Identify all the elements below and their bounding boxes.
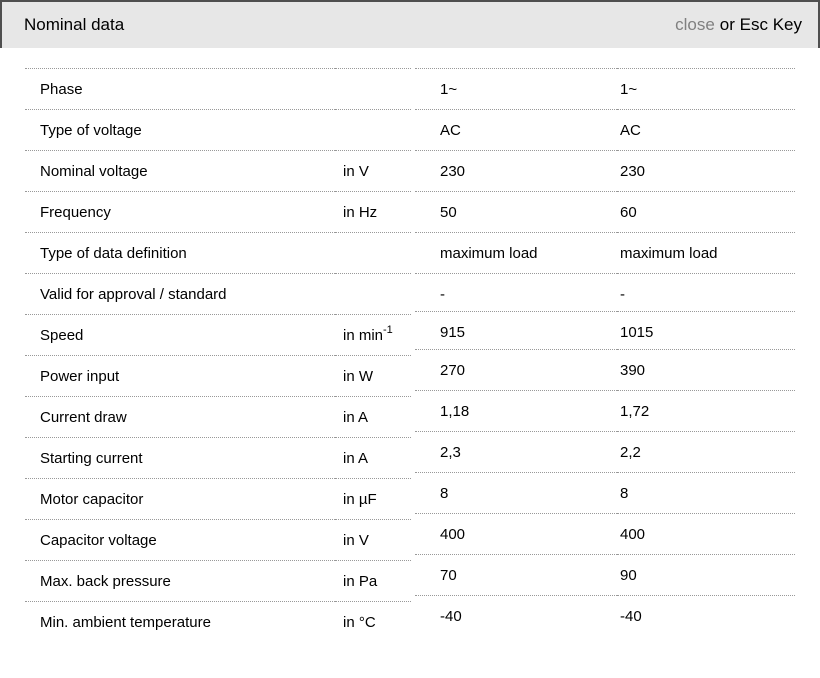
row-value-2: 1,72 — [617, 390, 795, 431]
row-unit: in Hz — [335, 191, 411, 232]
row-value-2: 60 — [617, 191, 795, 232]
table-row: Type of data definition maximum load max… — [25, 232, 795, 273]
row-value-2: 1015 — [617, 311, 795, 352]
table-row: Starting current in A 2,3 2,2 — [25, 431, 795, 478]
row-label: Valid for approval / standard — [25, 273, 335, 314]
row-value-2: 1~ — [617, 68, 795, 109]
unit-text: in Pa — [343, 572, 378, 590]
row-unit: in min -1 — [335, 314, 411, 355]
table-row: Capacitor voltage in V 400 400 — [25, 513, 795, 560]
close-area: close or Esc Key — [675, 15, 802, 35]
table-row: Nominal voltage in V 230 230 — [25, 150, 795, 191]
row-value-1: AC — [415, 109, 617, 150]
unit-text: in V — [343, 531, 369, 549]
table-row: Phase 1~ 1~ — [25, 68, 795, 109]
nominal-data-table: Phase 1~ 1~ Type of voltage AC AC Nomina… — [25, 68, 795, 642]
row-value-2: 90 — [617, 554, 795, 595]
row-label: Type of voltage — [25, 109, 335, 150]
row-unit: in A — [335, 396, 411, 437]
row-unit: in µF — [335, 478, 411, 519]
unit-text: in V — [343, 162, 369, 180]
row-unit — [335, 273, 411, 314]
row-label: Min. ambient temperature — [25, 601, 335, 642]
row-label: Power input — [25, 355, 335, 396]
row-label: Nominal voltage — [25, 150, 335, 191]
close-button[interactable]: close — [675, 15, 715, 34]
row-label: Type of data definition — [25, 232, 335, 273]
unit-text: in °C — [343, 613, 376, 631]
row-label: Motor capacitor — [25, 478, 335, 519]
row-value-1: 1,18 — [415, 390, 617, 431]
unit-text: in min — [343, 326, 384, 344]
row-value-2: 390 — [617, 349, 795, 390]
row-value-2: AC — [617, 109, 795, 150]
row-value-1: -40 — [415, 595, 617, 636]
table-row: Valid for approval / standard - - — [25, 273, 795, 314]
row-label: Speed — [25, 314, 335, 355]
row-unit — [335, 109, 411, 150]
row-value-2: maximum load — [617, 232, 795, 273]
unit-text: in Hz — [343, 203, 378, 221]
row-value-2: -40 — [617, 595, 795, 636]
row-label: Frequency — [25, 191, 335, 232]
row-unit — [335, 232, 411, 273]
esc-key-hint: or Esc Key — [719, 15, 802, 34]
row-value-1: 2,3 — [415, 431, 617, 472]
unit-text: in A — [343, 449, 369, 467]
row-unit — [335, 68, 411, 109]
unit-text: in µF — [343, 490, 377, 508]
row-label: Capacitor voltage — [25, 519, 335, 560]
row-unit: in V — [335, 519, 411, 560]
row-label: Current draw — [25, 396, 335, 437]
row-value-1: 50 — [415, 191, 617, 232]
table-row: Type of voltage AC AC — [25, 109, 795, 150]
row-label: Phase — [25, 68, 335, 109]
row-unit: in A — [335, 437, 411, 478]
row-value-2: 2,2 — [617, 431, 795, 472]
row-unit: in V — [335, 150, 411, 191]
unit-text: in W — [343, 367, 373, 385]
row-value-2: 8 — [617, 472, 795, 513]
table-row: Current draw in A 1,18 1,72 — [25, 390, 795, 437]
row-value-1: 915 — [415, 311, 617, 352]
row-value-2: 230 — [617, 150, 795, 191]
row-value-1: 400 — [415, 513, 617, 554]
row-unit: in °C — [335, 601, 411, 642]
table-row: Max. back pressure in Pa 70 90 — [25, 554, 795, 601]
row-value-1: 230 — [415, 150, 617, 191]
dialog-title: Nominal data — [24, 15, 125, 34]
row-label: Max. back pressure — [25, 560, 335, 601]
row-value-1: - — [415, 273, 617, 314]
table-row: Min. ambient temperature in °C -40 -40 — [25, 595, 795, 642]
table-row: Motor capacitor in µF 8 8 — [25, 472, 795, 519]
row-value-1: 8 — [415, 472, 617, 513]
row-value-2: 400 — [617, 513, 795, 554]
row-unit: in W — [335, 355, 411, 396]
row-value-1: 1~ — [415, 68, 617, 109]
row-value-1: maximum load — [415, 232, 617, 273]
row-value-1: 70 — [415, 554, 617, 595]
table-row: Frequency in Hz 50 60 — [25, 191, 795, 232]
table-row: Speed in min -1 915 1015 — [25, 311, 795, 355]
row-label: Starting current — [25, 437, 335, 478]
dialog-header: Nominal data close or Esc Key — [0, 0, 820, 48]
row-value-2: - — [617, 273, 795, 314]
unit-text: in A — [343, 408, 369, 426]
row-unit: in Pa — [335, 560, 411, 601]
row-value-1: 270 — [415, 349, 617, 390]
table-row: Power input in W 270 390 — [25, 349, 795, 396]
